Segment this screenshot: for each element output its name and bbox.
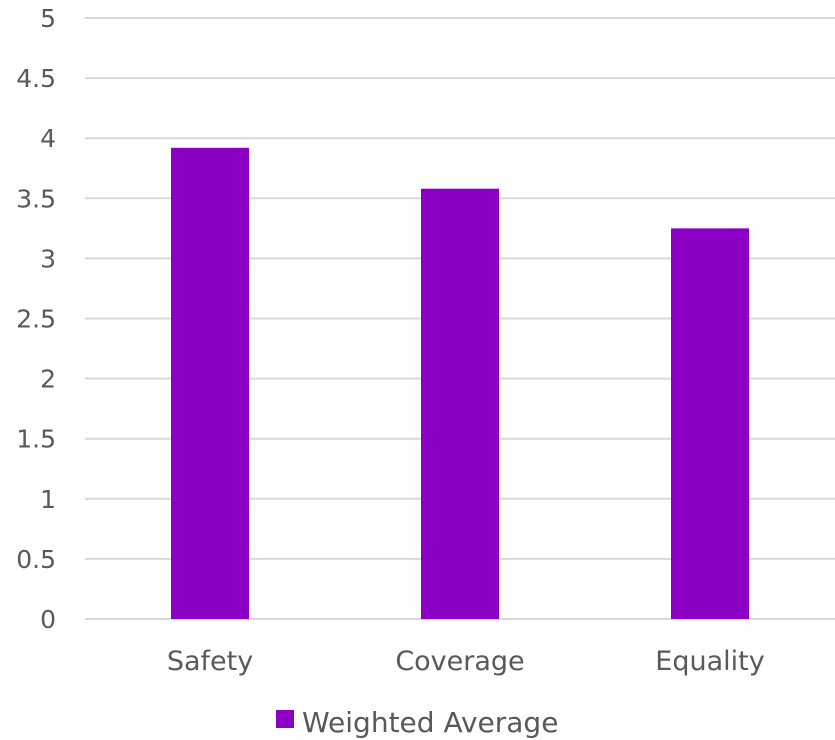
y-tick-label: 4.5 — [16, 64, 56, 93]
y-tick-label: 5 — [40, 4, 56, 33]
legend-label-weighted-average: Weighted Average — [302, 706, 558, 739]
y-tick-label: 0 — [40, 605, 56, 634]
y-tick-label: 2 — [40, 365, 56, 394]
y-tick-label: 2.5 — [16, 305, 56, 334]
y-tick-label: 1 — [40, 485, 56, 514]
bar-safety — [171, 147, 249, 620]
legend: Weighted Average — [276, 706, 558, 739]
y-axis-tick-labels: 0 0.5 1 1.5 2 2.5 3 3.5 4 4.5 5 — [16, 4, 56, 634]
legend-swatch-weighted-average — [276, 710, 294, 728]
y-tick-label: 3.5 — [16, 184, 56, 213]
x-axis-category-labels: Safety Coverage Equality — [167, 646, 765, 677]
y-tick-label: 1.5 — [16, 425, 56, 454]
y-tick-label: 0.5 — [16, 545, 56, 574]
x-tick-label-safety: Safety — [167, 646, 253, 677]
bar-coverage — [421, 188, 499, 619]
y-tick-label: 3 — [40, 244, 56, 273]
bar-equality — [671, 228, 749, 619]
y-tick-label: 4 — [40, 124, 56, 153]
x-tick-label-coverage: Coverage — [395, 646, 524, 677]
x-tick-label-equality: Equality — [655, 646, 764, 677]
bars — [171, 147, 749, 620]
